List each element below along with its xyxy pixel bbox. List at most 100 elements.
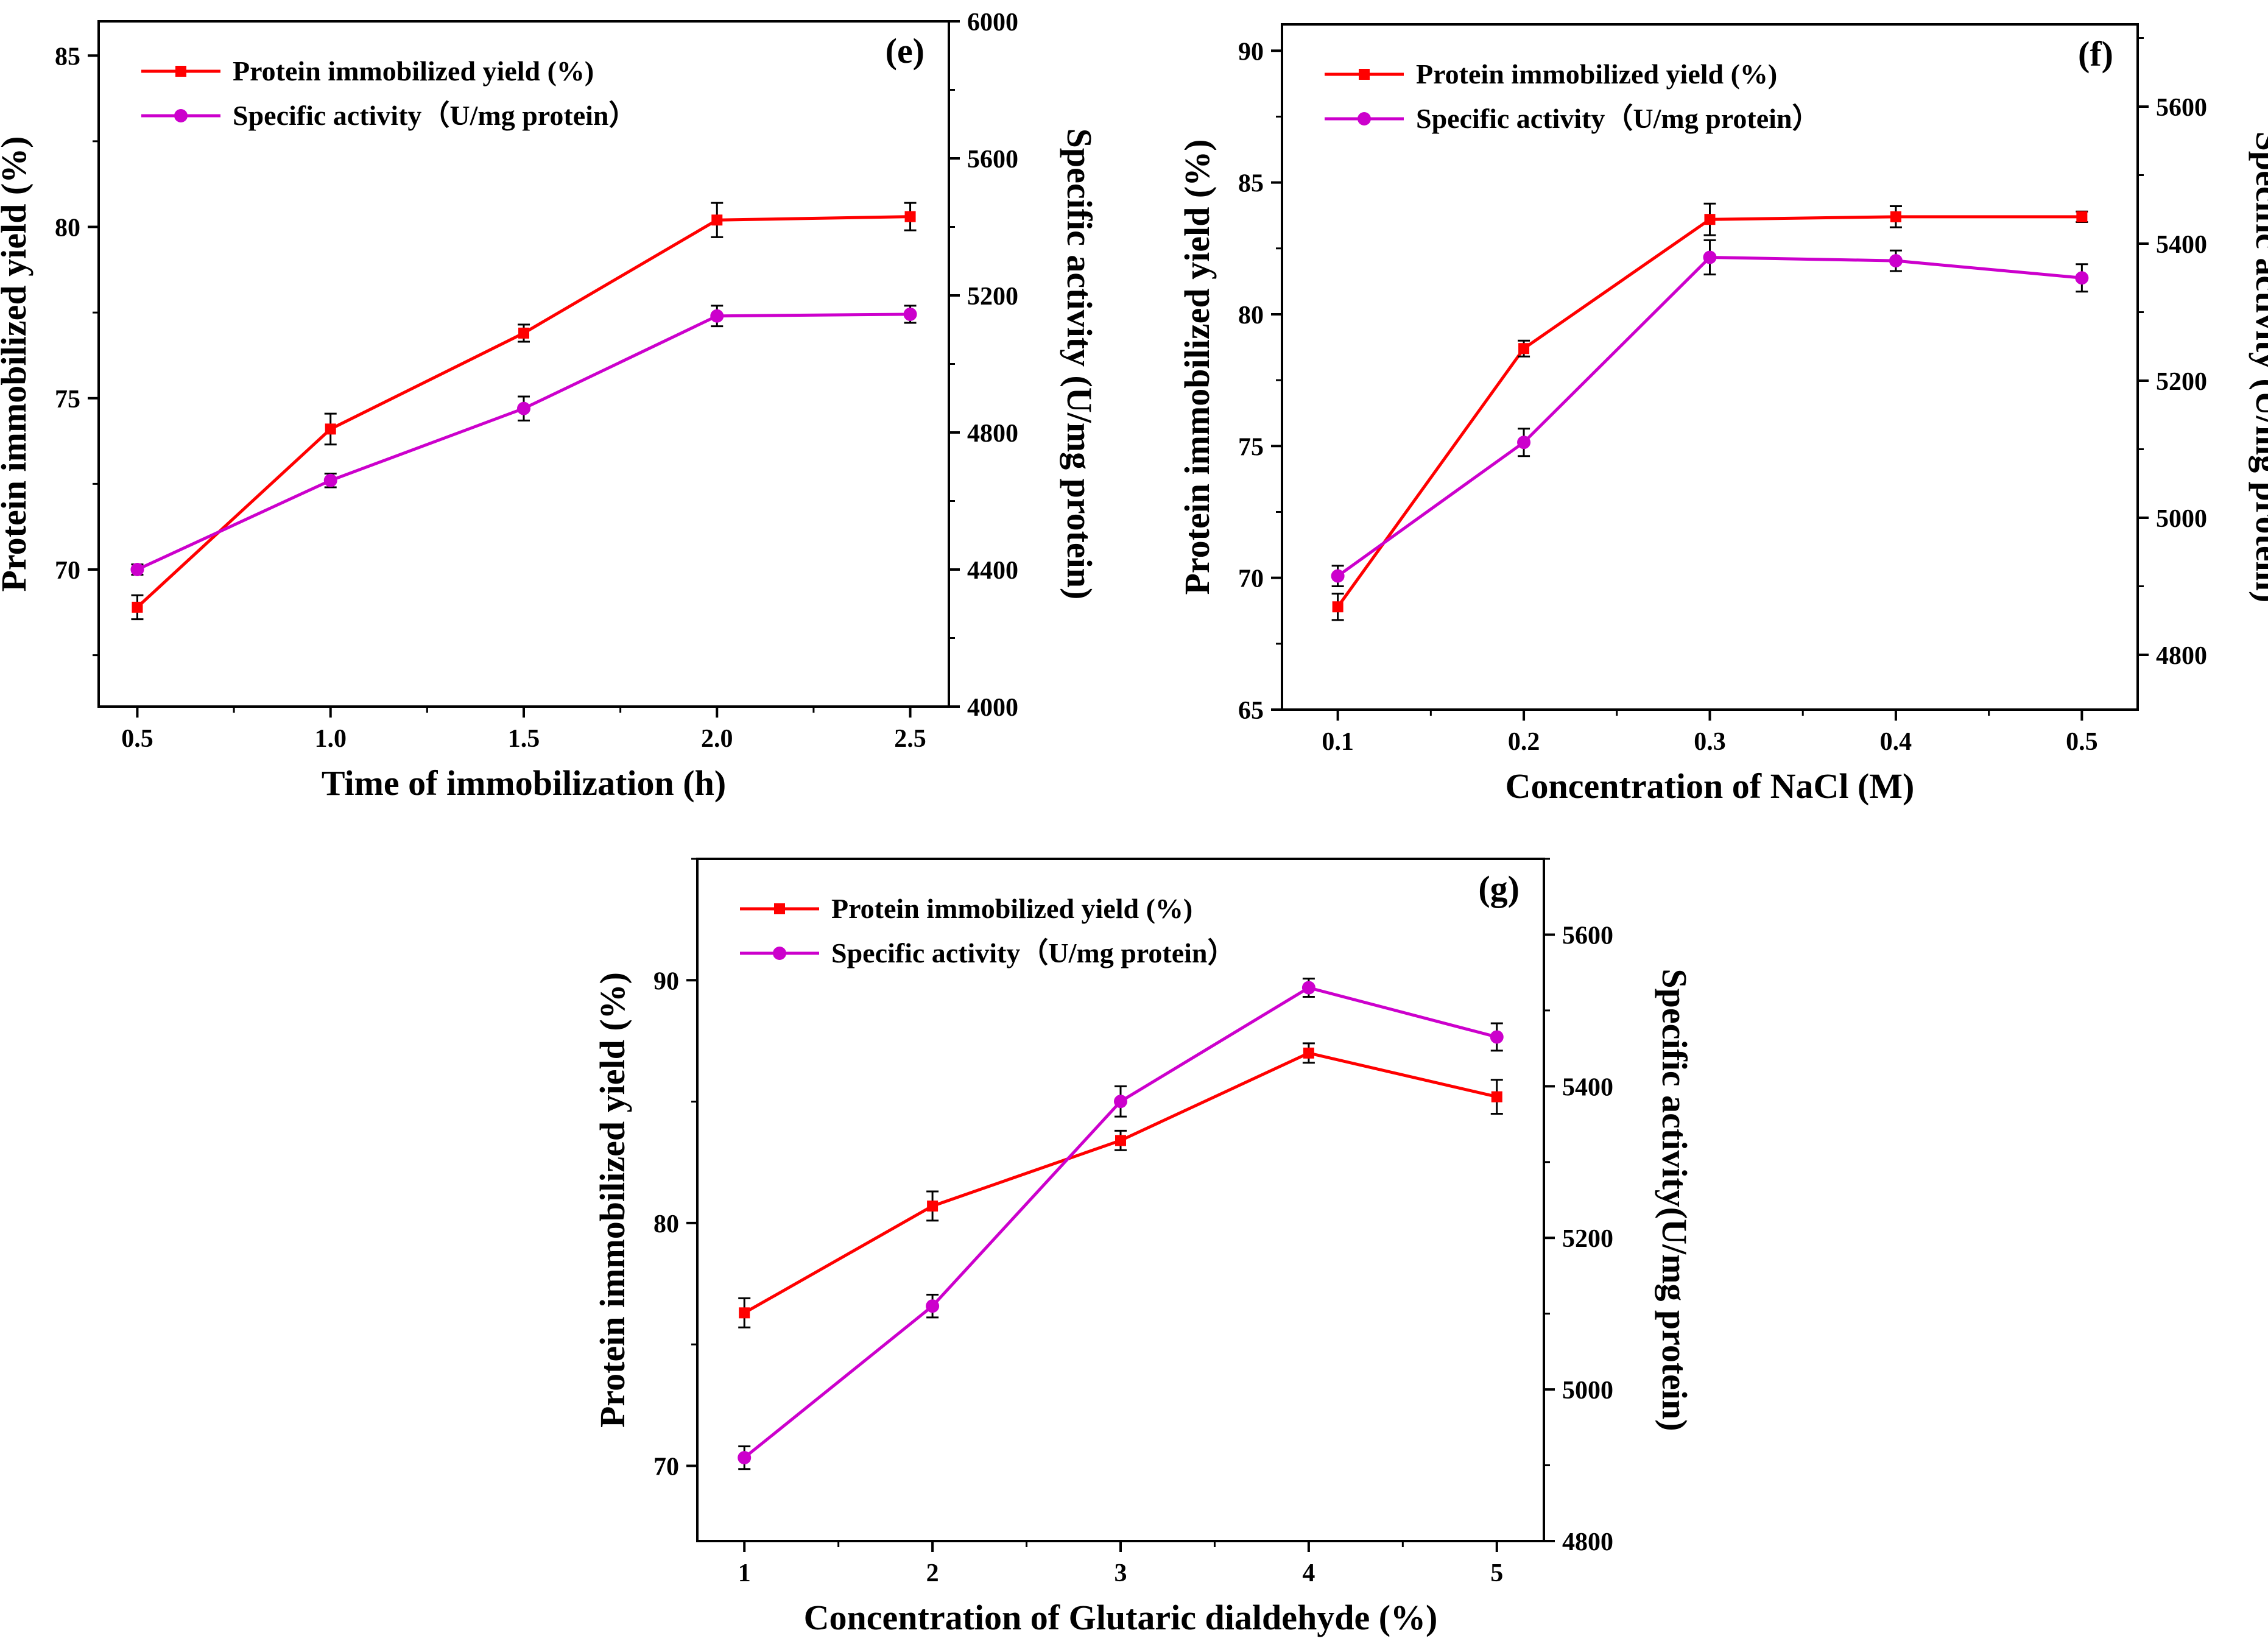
panel-label: (g) [1478,869,1520,908]
y2-tick-label: 6000 [967,9,1018,37]
legend-marker [1358,112,1371,125]
y2-tick-label: 5600 [967,146,1018,174]
data-point-circle [738,1451,752,1465]
data-point-circle [1490,1030,1504,1044]
series-activity [130,305,917,576]
y-tick-label: 70 [1238,565,1264,593]
x-tick-label: 0.4 [1880,728,1912,756]
y2-tick-label: 5400 [1562,1073,1613,1101]
data-point-square [711,214,723,226]
x-tick-label: 0.3 [1694,728,1726,756]
y-tick-label: 80 [1238,302,1264,330]
x-tick-label: 3 [1115,1559,1127,1587]
chart-panel-1: 0.1 0.2 0.3 0.4 0.5 65 70 75 80 85 90 4800 5000 5200 5… [1177,23,2268,806]
legend-marker [1359,69,1370,80]
y-tick-label: 65 [1238,697,1264,725]
y2-axis-title: Specific activity (U/mg protein) [1060,129,1099,600]
data-point-circle [1889,254,1903,268]
y-axis-title: Protein immobilized yield (%) [1177,139,1217,595]
x-tick-label: 2.0 [701,725,733,753]
x-tick-label: 2 [926,1559,939,1587]
data-point-square [1115,1135,1126,1146]
data-point-circle [130,563,144,576]
chart-panel-2: 1 2 3 4 5 70 80 90 4800 5000 5200 5400 5600 Concentra… [593,858,1694,1637]
legend: Protein immobilized yield (%) Specific ac… [740,893,1236,968]
y2-tick-label: 4800 [2156,642,2207,670]
y2-tick-label: 5600 [2156,94,2207,122]
y2-tick-label: 4800 [967,420,1018,448]
series-line-activity [1337,255,2082,577]
series-yield [1331,202,2088,621]
data-point-square [739,1307,750,1319]
data-point-circle [903,307,917,321]
y-tick-label: 90 [1238,38,1264,66]
y-tick-label: 80 [653,1210,679,1238]
y2-tick-label: 5000 [1562,1377,1613,1405]
data-point-square [1303,1047,1314,1059]
legend-label: Protein immobilized yield (%) [233,55,594,86]
series-activity [738,978,1504,1470]
y-tick-label: 75 [1238,433,1264,461]
legend-label: Specific activity（U/mg protein） [233,100,637,131]
data-point-square [927,1200,939,1212]
x-tick-label: 5 [1490,1559,1503,1587]
legend-marker [175,66,186,77]
legend: Protein immobilized yield (%) Specific ac… [1325,58,1820,134]
data-point-square [518,327,529,339]
data-point-circle [1331,569,1345,583]
legend-marker [773,947,786,960]
x-tick-label: 1.5 [508,725,540,753]
y-axis-title: Protein immobilized yield (%) [593,972,632,1428]
series-line-activity [136,312,910,571]
data-point-square [1890,211,1901,222]
data-point-circle [517,401,530,415]
series-yield [738,1042,1503,1328]
data-point-square [132,601,143,613]
y-tick-label: 90 [653,967,679,995]
panel-label: (e) [886,31,924,71]
legend-label: Protein immobilized yield (%) [831,893,1192,924]
y2-tick-label: 4800 [1562,1528,1613,1556]
data-point-circle [1301,981,1315,995]
y2-tick-label: 4400 [967,557,1018,585]
x-axis-title: Concentration of Glutaric dialdehyde (%) [804,1598,1438,1637]
y-tick-label: 75 [55,386,80,414]
x-tick-label: 0.2 [1508,728,1540,756]
panel-label: (f) [2078,34,2113,74]
y-tick-label: 80 [55,214,80,242]
x-axis-title: Time of immobilization (h) [322,763,726,803]
series-activity [1331,239,2089,587]
y2-tick-label: 5000 [2156,505,2207,533]
x-tick-label: 1 [738,1559,751,1587]
y2-axis-title: Specific activity (U/mg protein) [2249,132,2268,603]
data-point-square [1518,343,1530,355]
x-tick-label: 4 [1302,1559,1315,1587]
x-axis-title: Concentration of NaCl (M) [1506,766,1915,806]
y-tick-label: 85 [1238,170,1264,198]
legend-label: Specific activity（U/mg protein） [831,937,1236,968]
data-point-circle [926,1299,940,1313]
legend-label: Protein immobilized yield (%) [1416,58,1777,90]
legend-marker [174,109,188,122]
data-point-circle [1517,436,1531,450]
y-tick-label: 70 [55,557,80,585]
y2-tick-label: 4000 [967,694,1018,722]
x-tick-label: 1.0 [314,725,347,753]
series-yield [131,202,917,621]
y2-tick-label: 5400 [2156,231,2207,259]
x-tick-label: 0.5 [121,725,153,753]
data-point-square [1491,1091,1502,1102]
y-axis-title: Protein immobilized yield (%) [0,136,33,592]
series-line-activity [743,986,1498,1459]
data-point-square [1704,214,1716,225]
x-tick-label: 2.5 [894,725,926,753]
data-point-square [325,423,336,435]
x-tick-label: 0.5 [2066,728,2098,756]
data-point-square [904,211,916,222]
data-point-circle [323,473,337,487]
legend-marker [774,903,785,914]
legend-label: Specific activity（U/mg protein） [1416,103,1820,134]
y2-tick-label: 5200 [967,283,1018,311]
data-point-circle [710,309,724,323]
